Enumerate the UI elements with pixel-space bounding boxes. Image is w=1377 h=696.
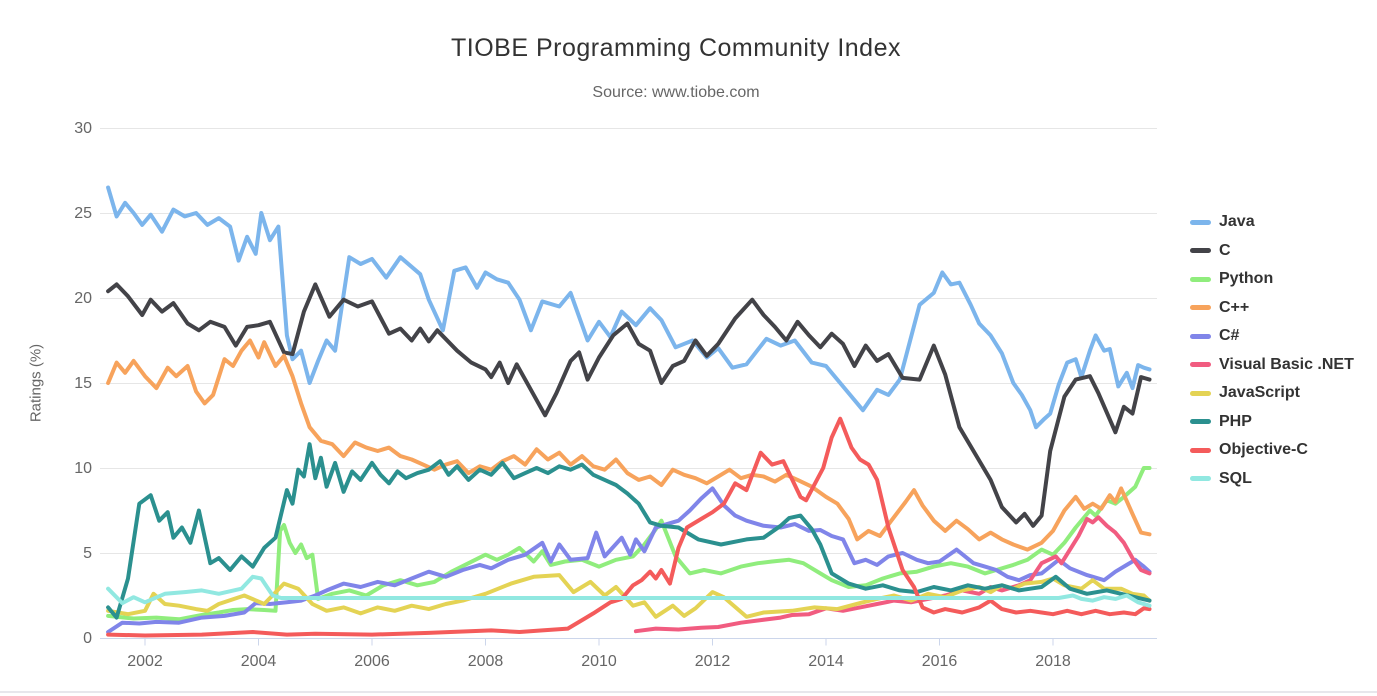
legend-swatch-javascript (1190, 390, 1211, 396)
legend-label-visual-basic-net: Visual Basic .NET (1219, 355, 1354, 373)
legend-label-java: Java (1219, 213, 1255, 231)
legend-swatch-sql (1190, 476, 1211, 482)
legend-swatch-java (1190, 219, 1211, 225)
x-tick-label-2018: 2018 (1035, 653, 1071, 670)
x-tick-label-2004: 2004 (241, 653, 277, 670)
legend-label-csharp: C# (1219, 327, 1240, 345)
y-tick-label-5: 5 (83, 545, 92, 562)
x-tick-label-2008: 2008 (468, 653, 504, 670)
series-line-sql[interactable] (106, 574, 1152, 608)
legend-swatch-python (1190, 276, 1211, 282)
legend-label-javascript: JavaScript (1219, 384, 1300, 402)
legend-item-objective-c[interactable]: Objective-C (1190, 440, 1354, 461)
legend-label-python: Python (1219, 270, 1274, 288)
legend-swatch-visual-basic-net (1190, 362, 1211, 368)
legend-item-csharp[interactable]: C# (1190, 326, 1354, 347)
legend-swatch-objective-c (1190, 447, 1211, 453)
legend-item-java[interactable]: Java (1190, 212, 1354, 233)
x-tick-label-2006: 2006 (354, 653, 390, 670)
y-tick-label-10: 10 (74, 460, 92, 477)
series-line-visual-basic-net[interactable] (633, 515, 1152, 634)
y-tick-label-0: 0 (83, 630, 92, 647)
legend-item-python[interactable]: Python (1190, 269, 1354, 290)
legend-item-visual-basic-net[interactable]: Visual Basic .NET (1190, 355, 1354, 376)
y-tick-label-25: 25 (74, 205, 92, 222)
series-line-cpp[interactable] (106, 338, 1152, 552)
legend: Java C Python C++ C# Visual Basic .NET JavaScr… (1190, 212, 1354, 497)
series-line-csharp[interactable] (106, 486, 1152, 634)
series-line-java[interactable] (106, 185, 1152, 430)
legend-swatch-csharp (1190, 333, 1211, 339)
chart-subtitle: Source: www.tiobe.com (592, 84, 760, 101)
bottom-divider (0, 691, 1377, 693)
legend-item-php[interactable]: PHP (1190, 412, 1354, 433)
legend-label-cpp: C++ (1219, 298, 1250, 316)
legend-swatch-cpp (1190, 305, 1211, 311)
legend-label-sql: SQL (1219, 469, 1252, 487)
legend-item-javascript[interactable]: JavaScript (1190, 383, 1354, 404)
legend-swatch-c (1190, 248, 1211, 254)
legend-swatch-php (1190, 419, 1211, 425)
y-axis-title: Ratings (%) (27, 343, 45, 423)
legend-item-cpp[interactable]: C++ (1190, 298, 1354, 319)
chart-title: TIOBE Programming Community Index (451, 34, 901, 62)
x-tick-label-2002: 2002 (127, 653, 163, 670)
y-tick-label-15: 15 (74, 375, 92, 392)
series-line-php[interactable] (106, 442, 1152, 620)
legend-label-c: C (1219, 241, 1231, 259)
legend-item-c[interactable]: C (1190, 241, 1354, 262)
x-tick-label-2014: 2014 (808, 653, 844, 670)
legend-item-sql[interactable]: SQL (1190, 469, 1354, 490)
legend-label-php: PHP (1219, 412, 1252, 430)
legend-label-objective-c: Objective-C (1219, 441, 1308, 459)
x-tick-label-2016: 2016 (922, 653, 958, 670)
x-tick-label-2010: 2010 (581, 653, 617, 670)
series-line-objective-c[interactable] (106, 416, 1152, 638)
series-line-python[interactable] (106, 466, 1152, 622)
y-tick-label-20: 20 (74, 290, 92, 307)
x-tick-label-2012: 2012 (695, 653, 731, 670)
y-tick-label-30: 30 (74, 120, 92, 137)
series-line-c[interactable] (106, 282, 1152, 528)
